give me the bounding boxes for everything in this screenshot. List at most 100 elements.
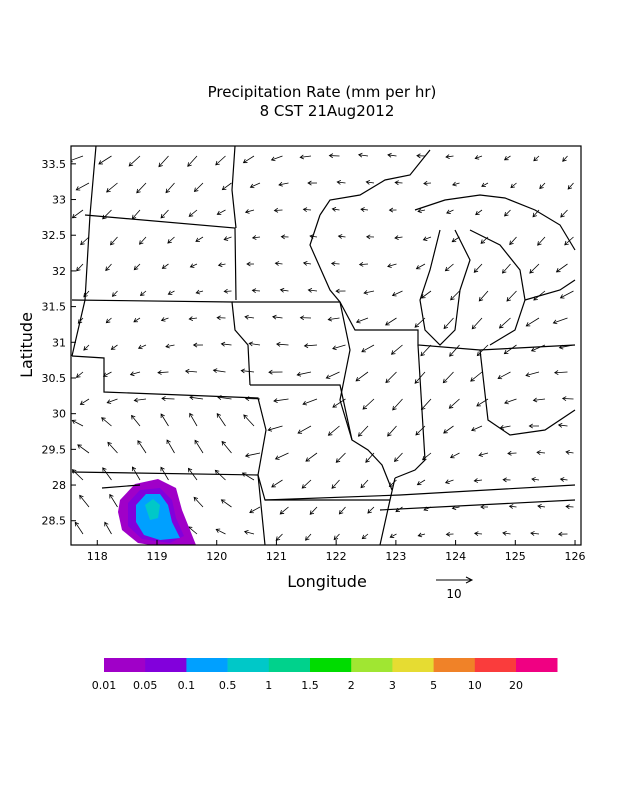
wind-arrow [416, 153, 426, 159]
colorbar-label: 0.5 [219, 679, 237, 692]
wind-arrow [111, 290, 118, 297]
y-tick-label: 28 [52, 479, 66, 492]
wind-arrow [525, 317, 540, 327]
wind-arrow [470, 371, 483, 382]
colorbar-label: 1 [265, 679, 272, 692]
title: Precipitation Rate (mm per hr) [208, 83, 437, 101]
wind-arrow [335, 288, 346, 294]
y-tick-label: 30 [52, 408, 66, 421]
wind-arrow [301, 479, 312, 489]
wind-arrow [445, 531, 454, 537]
wind-arrow [422, 236, 432, 241]
wind-arrow [193, 182, 204, 193]
wind-arrow [217, 262, 226, 268]
wind-arrow [509, 236, 517, 246]
wind-arrow [365, 234, 375, 240]
wind-arrow [215, 155, 226, 166]
wind-arrow [332, 344, 346, 351]
wind-arrow [503, 344, 517, 355]
wind-arrow [474, 155, 483, 160]
plot-frame [70, 145, 582, 546]
wind-arrow [160, 317, 169, 322]
colorbar-label: 0.01 [92, 679, 117, 692]
wind-arrow [389, 533, 397, 538]
wind-arrow [216, 315, 226, 321]
wind-arrow [502, 530, 511, 536]
wind-arrow [223, 236, 232, 241]
y-tick-label: 31.5 [42, 301, 67, 314]
wind-arrow [528, 423, 540, 429]
x-tick-label: 118 [87, 550, 108, 563]
wind-arrow [270, 155, 283, 162]
wind-arrow [533, 155, 540, 162]
wind-arrow [445, 154, 454, 159]
wind-arrow [565, 504, 574, 510]
wind-arrow [557, 531, 568, 537]
wind-arrow [387, 263, 397, 268]
wind-arrow [360, 479, 369, 489]
wind-arrow [221, 182, 232, 191]
wind-arrow [137, 440, 147, 454]
wind-arrow [110, 344, 118, 350]
wind-arrow [388, 207, 397, 213]
wind-arrow [302, 398, 318, 406]
wind-arrow [449, 344, 460, 357]
wind-arrow [335, 452, 346, 463]
colorbar-label: 10 [468, 679, 482, 692]
wind-arrow [338, 506, 346, 515]
wind-arrow [167, 290, 175, 295]
wind-arrow [75, 182, 90, 191]
wind-arrow [71, 469, 84, 481]
wind-arrow [161, 396, 175, 401]
wind-arrow [131, 209, 141, 220]
wind-arrow [275, 533, 283, 541]
wind-arrow [531, 477, 540, 482]
wind-arrow [161, 263, 169, 269]
y-tick-label: 31 [52, 336, 66, 349]
wind-arrow [299, 154, 312, 160]
wind-arrow [274, 261, 283, 266]
wind-arrow [537, 504, 546, 509]
wind-arrow [331, 207, 340, 212]
y-tick-label: 28.5 [42, 515, 67, 528]
wind-arrow [188, 209, 198, 217]
wind-arrow [420, 398, 432, 411]
wind-arrow [443, 317, 454, 330]
wind-arrow [194, 439, 204, 454]
wind-arrow [271, 479, 283, 488]
wind-arrow [417, 208, 426, 214]
wind-arrow [333, 533, 340, 541]
x-tick-label: 125 [505, 550, 526, 563]
wind-arrow [504, 209, 511, 217]
wind-arrow [393, 452, 403, 462]
wind-arrow [212, 368, 226, 374]
wind-arrow [553, 370, 568, 375]
wind-arrow [299, 315, 312, 321]
wind-arrow [475, 209, 483, 216]
wind-arrow [309, 506, 318, 515]
wind-arrow [358, 261, 369, 267]
colorbar-label: 0.05 [133, 679, 158, 692]
wind-arrow [507, 450, 517, 456]
wind-arrow [109, 493, 118, 508]
wind-arrow [327, 316, 340, 322]
wind-arrow [248, 341, 261, 347]
wind-arrow [249, 182, 261, 189]
wind-arrow [327, 425, 340, 436]
wind-arrow [220, 499, 232, 508]
wind-arrow [137, 344, 147, 350]
wind-arrow [387, 425, 397, 437]
wind-arrow [160, 209, 169, 219]
wind-arrow [307, 287, 318, 293]
colorbar-swatch [268, 658, 311, 672]
wind-arrow [330, 261, 340, 267]
wind-arrow [552, 317, 568, 325]
wind-arrow [243, 414, 255, 427]
wind-arrow [501, 263, 511, 274]
wind-arrow [280, 234, 289, 240]
wind-arrow [385, 371, 397, 384]
wind-arrow [559, 290, 574, 299]
wind-arrow [331, 479, 340, 489]
wind-arrow [530, 344, 546, 352]
